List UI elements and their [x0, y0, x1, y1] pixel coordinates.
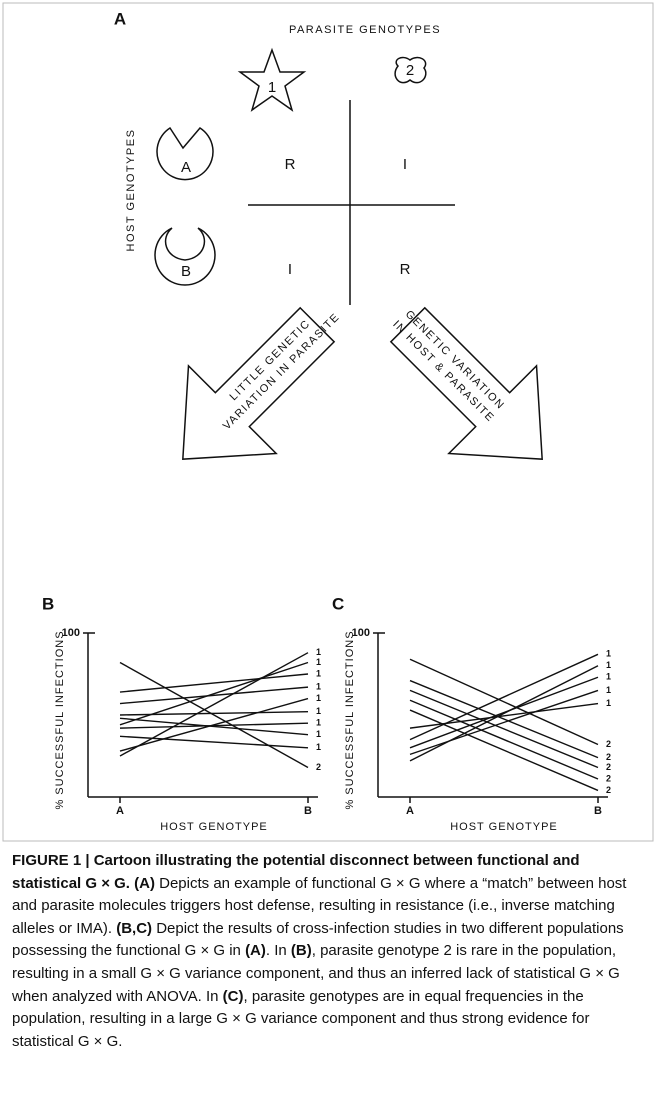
caption-run: (B,C) — [116, 920, 152, 937]
parasite-label: 1 — [268, 79, 276, 96]
series-line — [120, 723, 308, 728]
outcome: R — [400, 261, 411, 278]
page: A PARASITE GENOTYPES 1 2 HOST GENOTYPES … — [0, 0, 657, 1097]
outcome: I — [403, 156, 407, 173]
series-line — [120, 653, 308, 756]
series-label: 2 — [316, 762, 321, 772]
x-axis-label: HOST GENOTYPE — [450, 821, 558, 833]
series-label: 1 — [606, 660, 611, 670]
series-label: 1 — [606, 672, 611, 682]
y-axis-label: % SUCCESSFUL INFECTIONS — [54, 630, 66, 809]
series-line — [120, 736, 308, 747]
caption-run: (C) — [223, 988, 244, 1005]
caption-run: (B) — [291, 942, 312, 959]
series-label: 1 — [316, 718, 321, 728]
series-label: 2 — [606, 785, 611, 795]
caption-run: . In — [266, 942, 291, 959]
figure: A PARASITE GENOTYPES 1 2 HOST GENOTYPES … — [0, 0, 657, 845]
x-axis-label: HOST GENOTYPE — [160, 821, 268, 833]
series-label: 2 — [606, 739, 611, 749]
series-line — [120, 718, 308, 734]
figure-frame — [3, 3, 653, 841]
series-line — [410, 654, 598, 739]
x-tick-label: A — [116, 805, 124, 817]
host-label: B — [181, 263, 191, 280]
host-label: A — [181, 159, 191, 176]
series-label: 2 — [606, 773, 611, 783]
series-line — [120, 699, 308, 751]
series-line — [410, 704, 598, 729]
outcome: I — [288, 261, 292, 278]
series-label: 2 — [606, 752, 611, 762]
outcome: R — [285, 156, 296, 173]
x-tick-label: B — [304, 805, 312, 817]
host-axis-label: HOST GENOTYPES — [125, 129, 137, 252]
series-label: 2 — [606, 762, 611, 772]
arrow — [139, 281, 361, 503]
panel-label: B — [42, 594, 54, 613]
series-label: 1 — [606, 698, 611, 708]
arrow — [364, 281, 586, 503]
parasite-title: PARASITE GENOTYPES — [289, 24, 441, 36]
series-label: 1 — [316, 647, 321, 657]
series-label: 1 — [316, 706, 321, 716]
x-tick-label: A — [406, 805, 414, 817]
series-label: 1 — [316, 742, 321, 752]
caption-run: (A) — [245, 942, 266, 959]
x-tick-label: B — [594, 805, 602, 817]
caption: FIGURE 1 | Cartoon illustrating the pote… — [12, 850, 640, 1053]
series-label: 1 — [606, 685, 611, 695]
panel-label: C — [332, 594, 344, 613]
series-label: 1 — [316, 693, 321, 703]
panel-label: A — [114, 9, 126, 28]
y-axis-label: % SUCCESSFUL INFECTIONS — [344, 630, 356, 809]
series-label: 1 — [316, 668, 321, 678]
series-label: 1 — [316, 681, 321, 691]
parasite-label: 2 — [406, 62, 414, 79]
series-label: 1 — [606, 649, 611, 659]
series-label: 1 — [316, 657, 321, 667]
series-label: 1 — [316, 729, 321, 739]
